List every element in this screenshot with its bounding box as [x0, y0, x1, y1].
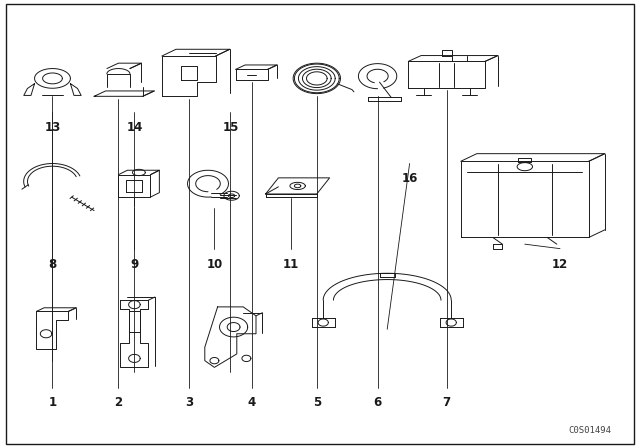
- Text: 16: 16: [401, 172, 418, 185]
- Text: 4: 4: [248, 396, 255, 409]
- Text: 3: 3: [185, 396, 193, 409]
- Text: 7: 7: [443, 396, 451, 409]
- Text: 6: 6: [374, 396, 381, 409]
- Text: 10: 10: [206, 258, 223, 271]
- Text: 11: 11: [283, 258, 300, 271]
- Text: 9: 9: [131, 258, 138, 271]
- Text: 5: 5: [313, 396, 321, 409]
- Text: 2: 2: [115, 396, 122, 409]
- Text: 14: 14: [126, 121, 143, 134]
- Text: 8: 8: [49, 258, 56, 271]
- Text: C0S01494: C0S01494: [568, 426, 611, 435]
- Text: 15: 15: [222, 121, 239, 134]
- Text: 13: 13: [44, 121, 61, 134]
- Text: 1: 1: [49, 396, 56, 409]
- Text: 12: 12: [552, 258, 568, 271]
